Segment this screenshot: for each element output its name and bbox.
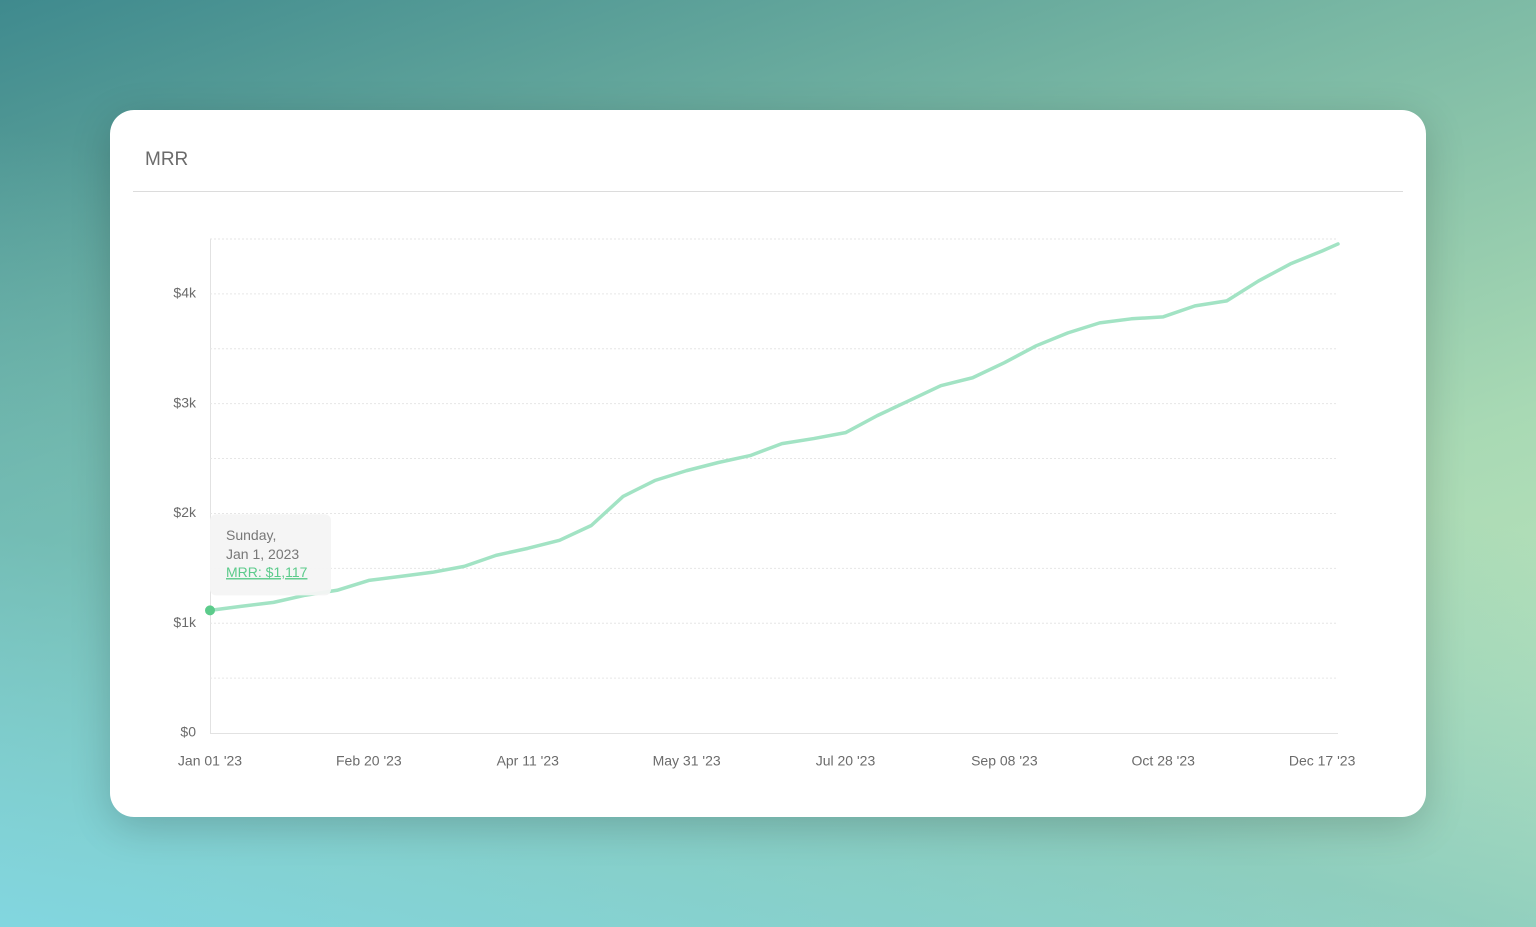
- tooltip-date: Jan 1, 2023: [226, 546, 299, 562]
- hover-point: [205, 605, 215, 616]
- chart-title: MRR: [145, 149, 188, 170]
- x-tick-label: Sep 08 '23: [971, 753, 1038, 769]
- y-tick-label: $4k: [173, 285, 197, 301]
- tooltip-weekday: Sunday,: [226, 527, 276, 543]
- card: [110, 110, 1426, 817]
- x-tick-label: Apr 11 '23: [497, 753, 560, 769]
- x-tick-label: Jul 20 '23: [816, 753, 876, 769]
- x-tick-label: May 31 '23: [653, 753, 721, 769]
- x-tick-label: Dec 17 '23: [1289, 753, 1356, 769]
- x-tick-label: Feb 20 '23: [336, 753, 402, 769]
- mrr-line: [208, 242, 1340, 613]
- y-tick-label: $0: [180, 724, 196, 740]
- x-tick-label: Jan 01 '23: [178, 753, 242, 769]
- y-tick-label: $1k: [173, 614, 197, 630]
- y-tick-label: $2k: [173, 504, 197, 520]
- x-tick-label: Oct 28 '23: [1132, 753, 1196, 769]
- tooltip-box: [210, 514, 331, 596]
- y-tick-label: $3k: [173, 394, 197, 410]
- tooltip: Sunday, Jan 1, 2023 MRR: $1,117: [210, 514, 331, 596]
- tooltip-value: MRR: $1,117: [226, 564, 308, 580]
